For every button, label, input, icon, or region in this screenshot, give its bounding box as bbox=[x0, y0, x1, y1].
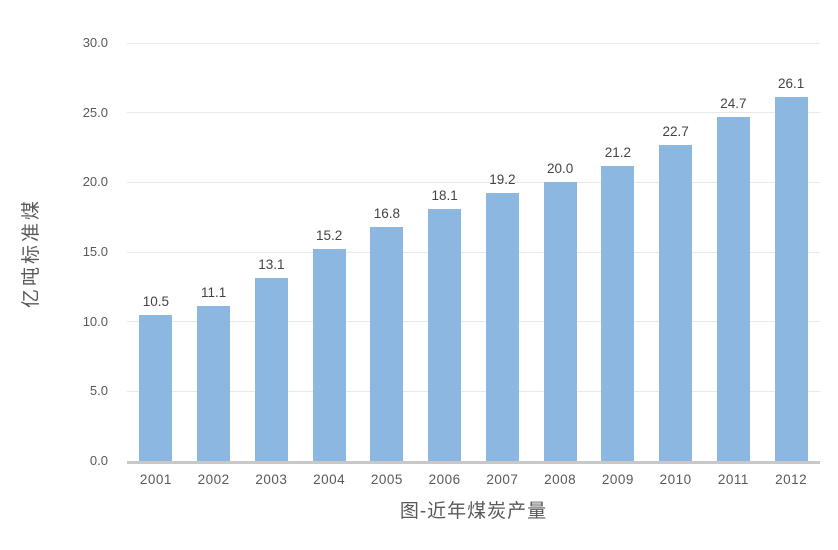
gridline-10 bbox=[127, 321, 820, 323]
gridline-25 bbox=[127, 112, 820, 114]
bar-2010 bbox=[659, 144, 693, 461]
y-tick-label-25.0: 25.0 bbox=[82, 104, 108, 120]
bar-2002 bbox=[197, 306, 231, 461]
bar-value-label-2001: 10.5 bbox=[142, 293, 170, 309]
bar-value-label-2008: 20.0 bbox=[546, 161, 574, 177]
bar-value-label-2006: 18.1 bbox=[431, 187, 458, 203]
bar-2003 bbox=[254, 278, 288, 461]
bar-2001 bbox=[139, 314, 173, 461]
x-label-2002: 2002 bbox=[197, 472, 230, 487]
gridline-15 bbox=[127, 251, 820, 253]
gridline-20 bbox=[127, 181, 820, 183]
x-label-2004: 2004 bbox=[313, 472, 346, 487]
bar-value-label-2012: 26.1 bbox=[777, 76, 805, 92]
bar-value-label-2002: 11.1 bbox=[200, 285, 227, 301]
bar-2004 bbox=[312, 249, 346, 461]
bar-2009 bbox=[601, 165, 635, 461]
x-label-2011: 2011 bbox=[717, 472, 749, 487]
x-label-2003: 2003 bbox=[255, 472, 288, 487]
x-label-2008: 2008 bbox=[544, 472, 577, 487]
x-label-2012: 2012 bbox=[775, 472, 808, 487]
bar-value-label-2010: 22.7 bbox=[662, 123, 689, 139]
y-tick-label-0.0: 0.0 bbox=[89, 453, 108, 468]
bar-value-label-2011: 24.7 bbox=[720, 95, 747, 111]
x-label-2009: 2009 bbox=[601, 472, 634, 487]
x-axis-line bbox=[127, 461, 820, 464]
x-label-2010: 2010 bbox=[659, 472, 692, 487]
bar-value-label-2004: 15.2 bbox=[315, 228, 343, 244]
gridline-5 bbox=[127, 390, 820, 392]
y-tick-label-15.0: 15.0 bbox=[82, 244, 108, 259]
chart-title: 图-近年煤炭产量 bbox=[399, 501, 548, 522]
bar-2011 bbox=[716, 116, 750, 461]
bar-2007 bbox=[485, 193, 519, 461]
bar-2008 bbox=[543, 182, 577, 461]
y-tick-label-30.0: 30.0 bbox=[82, 35, 108, 50]
bar-2005 bbox=[370, 226, 404, 461]
plot-area: 10.5 11.1 13.1 15.2 16.8 18.1 19.2 20.0 21.2 22.7… bbox=[127, 42, 820, 464]
gridline-30 bbox=[127, 42, 820, 44]
bar-value-label-2007: 19.2 bbox=[489, 172, 516, 188]
bar-value-label-2005: 16.8 bbox=[373, 205, 401, 221]
y-tick-label-5.0: 5.0 bbox=[89, 383, 108, 399]
bar-value-label-2003: 13.1 bbox=[258, 257, 285, 273]
bar-2012 bbox=[774, 97, 808, 461]
x-label-2007: 2007 bbox=[486, 472, 519, 487]
x-label-2006: 2006 bbox=[428, 472, 461, 487]
bar-value-label-2009: 21.2 bbox=[604, 144, 632, 160]
y-tick-label-10.0: 10.0 bbox=[82, 313, 108, 329]
x-label-2001: 2001 bbox=[139, 472, 172, 487]
x-label-2005: 2005 bbox=[370, 472, 403, 487]
y-tick-label-20.0: 20.0 bbox=[82, 174, 108, 190]
y-axis-title: 亿吨标准煤 bbox=[21, 198, 42, 309]
bar-2006 bbox=[428, 208, 462, 461]
